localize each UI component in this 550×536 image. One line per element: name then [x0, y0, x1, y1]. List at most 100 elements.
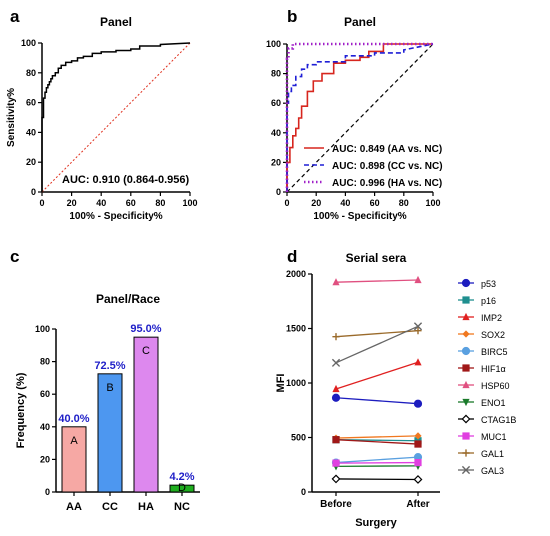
legend-label: CTAG1B — [481, 415, 516, 425]
x-tick-label: 40 — [340, 198, 350, 208]
bar-ha — [133, 336, 159, 493]
series-line-p53 — [335, 397, 419, 405]
legend-marker-gal1 — [462, 449, 470, 457]
x-tick-label: HA — [138, 501, 154, 513]
roc-curve-aa — [286, 43, 433, 192]
y-axis-label: MFI — [275, 374, 287, 393]
y-tick-label: 100 — [266, 39, 281, 49]
bar-value-label: 40.0% — [58, 413, 89, 425]
x-tick-label: 60 — [126, 198, 136, 208]
point-hif1-before — [332, 436, 340, 444]
x-tick-label: 20 — [311, 198, 321, 208]
series-line-gal1 — [335, 330, 419, 338]
y-tick-label: 20 — [40, 454, 50, 464]
y-tick-label: 80 — [40, 357, 50, 367]
point-gal3-after — [413, 322, 423, 331]
y-tick-label: 1000 — [286, 378, 306, 388]
x-tick-label: 20 — [67, 198, 77, 208]
x-tick-label: 80 — [155, 198, 165, 208]
x-tick-label: 100 — [425, 198, 440, 208]
point-hsp60-before — [332, 278, 340, 286]
bar-value-label: 72.5% — [94, 360, 125, 372]
legend-label: SOX2 — [481, 330, 505, 340]
y-tick-label: 500 — [291, 433, 306, 443]
y-tick-label: 0 — [276, 187, 281, 197]
legend-label: HIF1α — [481, 364, 506, 374]
x-tick-label: After — [406, 499, 429, 510]
legend-label: IMP2 — [481, 313, 502, 323]
y-tick-label: 80 — [271, 69, 281, 79]
panel-letter-d: d — [287, 247, 297, 266]
legend-marker-p16 — [462, 296, 470, 304]
x-tick-label: Before — [320, 499, 352, 510]
y-tick-label: 100 — [21, 38, 36, 48]
y-tick-label: 60 — [40, 389, 50, 399]
roc-curve-ha — [285, 42, 433, 192]
legend-marker-muc1 — [462, 432, 470, 440]
legend-label: MUC1 — [481, 432, 507, 442]
legend-marker-gal3 — [461, 465, 471, 475]
y-tick-label: 0 — [31, 187, 36, 197]
x-axis-label: 100% - Specificity% — [69, 211, 162, 222]
panel-letter-a: a — [10, 7, 20, 26]
point-hsp60-after — [414, 275, 422, 284]
bar-value-label: 95.0% — [130, 323, 161, 335]
legend-marker-sox2 — [462, 330, 470, 338]
y-tick-label: 2000 — [286, 269, 306, 279]
legend-label: ENO1 — [481, 398, 506, 408]
point-p53-after — [413, 399, 423, 408]
series-line-gal3 — [335, 325, 419, 364]
panel-letter-b: b — [287, 7, 297, 26]
point-imp2-before — [332, 384, 340, 393]
series-line-hif1 — [335, 439, 419, 445]
y-tick-label: 40 — [271, 128, 281, 138]
legend-label: AUC: 0.849 (AA vs. NC) — [332, 144, 442, 155]
x-tick-label: NC — [174, 501, 190, 513]
auc-annotation: AUC: 0.910 (0.864-0.956) — [62, 174, 190, 186]
series-line-ctag1b — [335, 478, 419, 481]
legend-label: BIRC5 — [481, 347, 508, 357]
series-line-hsp60 — [335, 279, 419, 283]
point-sox2-after — [414, 432, 422, 440]
x-tick-label: 0 — [39, 198, 44, 208]
x-tick-label: CC — [102, 501, 118, 513]
x-axis-label: 100% - Specificity% — [313, 211, 406, 222]
x-tick-label: 40 — [96, 198, 106, 208]
legend-label: p16 — [481, 296, 496, 306]
legend-label: AUC: 0.996 (HA vs. NC) — [332, 178, 442, 189]
legend-marker-birc5 — [461, 346, 471, 356]
reference-diagonal — [41, 42, 191, 193]
series-line-sox2 — [335, 435, 419, 439]
y-tick-label: 20 — [271, 157, 281, 167]
point-hif1-after — [414, 440, 422, 448]
point-gal3-before — [331, 358, 341, 367]
series-line-imp2 — [335, 361, 419, 390]
x-tick-label: 0 — [284, 198, 289, 208]
roc-curve-cc — [286, 43, 434, 192]
point-ctag1b-before — [331, 474, 341, 484]
series-line-eno1 — [335, 465, 419, 468]
chart-title: Panel — [344, 15, 376, 29]
legend-label: AUC: 0.898 (CC vs. NC) — [332, 161, 443, 172]
legend-label: p53 — [481, 279, 496, 289]
y-tick-label: 0 — [45, 487, 50, 497]
x-axis-label: Surgery — [355, 517, 397, 529]
x-tick-label: AA — [66, 501, 82, 513]
point-gal1-after — [414, 327, 422, 335]
legend-marker-eno1 — [462, 398, 470, 407]
y-tick-label: 1500 — [286, 324, 306, 334]
chart-title: Serial sera — [346, 251, 407, 265]
y-axis-label: Frequency (%) — [15, 372, 27, 448]
x-tick-label: 100 — [182, 198, 197, 208]
legend-marker-hsp60 — [462, 380, 470, 389]
y-tick-label: 100 — [35, 324, 50, 334]
series-line-birc5 — [335, 456, 419, 464]
legend-label: GAL1 — [481, 449, 504, 459]
point-ctag1b-after — [413, 475, 423, 484]
legend-marker-p53 — [461, 278, 471, 288]
bar-letter: D — [178, 482, 186, 494]
point-imp2-after — [414, 358, 422, 366]
point-muc1-after — [414, 458, 422, 467]
bar-letter: C — [142, 345, 150, 357]
